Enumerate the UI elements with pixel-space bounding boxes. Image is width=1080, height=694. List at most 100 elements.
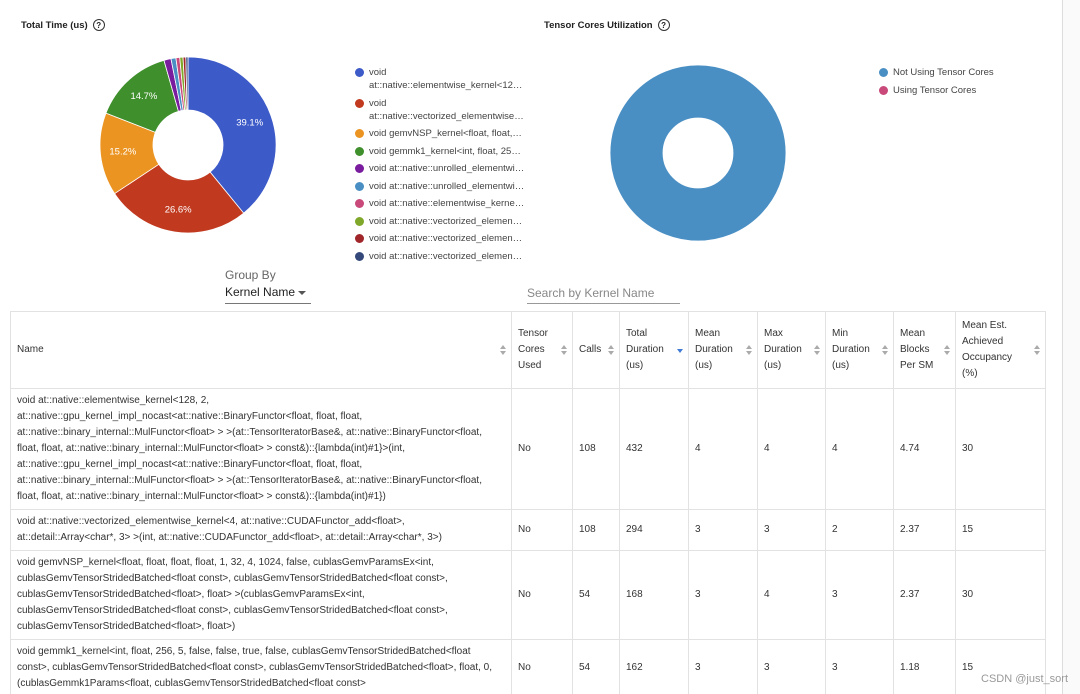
legend-item[interactable]: void at::native::unrolled_elementwi… xyxy=(355,162,534,175)
pie-slice xyxy=(185,56,189,111)
table-cell: 108 xyxy=(572,509,620,551)
column-header[interactable]: Mean Blocks Per SM xyxy=(893,311,956,389)
legend-label: void at::native::vectorized_elemen… xyxy=(369,215,523,227)
column-header-label: Max Duration (us) xyxy=(764,328,802,371)
table-cell: 2.37 xyxy=(893,509,956,551)
legend-item[interactable]: void at::native::elementwise_kernel<12… xyxy=(355,66,534,92)
table-row[interactable]: void at::native::elementwise_kernel<128,… xyxy=(10,388,1046,510)
column-header-label: Mean Blocks Per SM xyxy=(900,328,934,371)
watermark: CSDN @just_sort xyxy=(981,673,1068,685)
slice-label: 15.2% xyxy=(109,146,136,157)
table-row[interactable]: void at::native::vectorized_elementwise_… xyxy=(10,509,1046,551)
legend-item[interactable]: Not Using Tensor Cores xyxy=(879,66,1080,79)
table-cell: 54 xyxy=(572,639,620,694)
column-header[interactable]: Min Duration (us) xyxy=(825,311,894,389)
table-cell: 3 xyxy=(688,509,758,551)
table-cell: 108 xyxy=(572,388,620,510)
table-row[interactable]: void gemmk1_kernel<int, float, 256, 5, f… xyxy=(10,639,1046,694)
legend-label: Not Using Tensor Cores xyxy=(893,67,994,78)
pie-slice xyxy=(187,56,277,214)
table-cell: 294 xyxy=(619,509,689,551)
legend-item[interactable]: void at::native::unrolled_elementwi… xyxy=(355,180,534,193)
table-cell: 3 xyxy=(825,550,894,640)
table-cell: No xyxy=(511,550,573,640)
table-cell: void gemvNSP_kernel<float, float, float,… xyxy=(10,550,512,640)
charts: 39.1% 26.6% 15.2% 14.7% xyxy=(99,56,787,242)
legend: void at::native::elementwise_kernel<12…v… xyxy=(355,66,534,267)
column-header-label: Mean Duration (us) xyxy=(695,328,733,371)
table-cell: 30 xyxy=(955,388,1046,510)
sort-icon[interactable] xyxy=(1034,345,1040,355)
sort-icon[interactable] xyxy=(561,345,567,355)
legend-item[interactable]: Using Tensor Cores xyxy=(879,84,1080,97)
legend-label: void at::native::elementwise_kerne… xyxy=(369,198,525,209)
legend-item[interactable]: void gemmk1_kernel<int, float, 25… xyxy=(355,145,534,158)
column-header[interactable]: Name xyxy=(10,311,512,389)
legend-swatch xyxy=(879,85,888,95)
sort-icon[interactable] xyxy=(882,345,888,355)
legend-swatch xyxy=(355,216,364,226)
group-by-select[interactable]: Kernel Name xyxy=(225,285,311,304)
help-icon[interactable]: ? xyxy=(657,19,670,31)
chart-title-box: Tensor Cores Utilization? xyxy=(544,19,670,31)
column-header[interactable]: Tensor Cores Used xyxy=(511,311,573,389)
table-cell: No xyxy=(511,388,573,510)
legend-item[interactable]: void at::native::vectorized_elementwise… xyxy=(355,97,534,123)
search-input[interactable]: Search by Kernel Name xyxy=(527,286,680,304)
table-cell: 3 xyxy=(688,550,758,640)
legend-label: void at::native::vectorized_elemen… xyxy=(369,250,523,262)
column-header[interactable]: Total Duration (us) xyxy=(619,311,689,389)
legend-swatch xyxy=(355,234,364,243)
legend-item[interactable]: void at::native::vectorized_elemen… xyxy=(355,215,534,228)
legend-label: void gemmk1_kernel<int, float, 25… xyxy=(369,145,521,157)
legend-label: void at::native::unrolled_elementwi… xyxy=(369,163,525,174)
legend-item[interactable]: void at::native::vectorized_elemen… xyxy=(355,250,534,263)
group-by-label: Group By xyxy=(225,268,276,282)
legend-swatch xyxy=(355,68,364,77)
legend-item[interactable]: void at::native::vectorized_elemen… xyxy=(355,232,534,245)
table-cell: 3 xyxy=(688,639,758,694)
table-cell: 3 xyxy=(757,509,826,551)
table-cell: 3 xyxy=(825,639,894,694)
slice-label: 26.6% xyxy=(165,204,192,215)
chart-title: Total Time (us) xyxy=(21,19,88,31)
table-cell: 2 xyxy=(825,509,894,551)
column-header[interactable]: Max Duration (us) xyxy=(757,311,826,389)
help-icon[interactable]: ? xyxy=(92,19,105,31)
table-cell: 1.18 xyxy=(893,639,956,694)
header-row: Name Tensor Cores Used Calls Total Duration… xyxy=(10,311,1046,389)
column-header-label: Total Duration (us) xyxy=(626,328,664,371)
scrollbar[interactable] xyxy=(1062,0,1080,694)
legend-swatch xyxy=(879,68,888,77)
table-cell: 168 xyxy=(619,550,689,640)
kernel-table: Name Tensor Cores Used Calls Total Duration… xyxy=(10,311,1046,694)
sort-icon[interactable] xyxy=(746,345,752,355)
sort-icon[interactable] xyxy=(814,345,820,355)
legend-swatch xyxy=(355,146,364,156)
legend-label: void at::native::elementwise_kernel<12… xyxy=(369,67,523,91)
column-header-label: Name xyxy=(17,344,44,355)
column-header-label: Mean Est. Achieved Occupancy (%) xyxy=(962,320,1013,379)
column-header[interactable]: Calls xyxy=(572,311,620,389)
sort-icon[interactable] xyxy=(608,345,614,355)
table-cell: 162 xyxy=(619,639,689,694)
column-header-label: Tensor Cores Used xyxy=(518,328,549,371)
table-cell: 30 xyxy=(955,550,1046,640)
sort-icon[interactable] xyxy=(677,345,683,355)
sort-icon[interactable] xyxy=(944,345,950,355)
legend-item[interactable]: void at::native::elementwise_kerne… xyxy=(355,197,534,210)
sort-icon[interactable] xyxy=(500,345,506,355)
legend-item[interactable]: void gemvNSP_kernel<float, float,… xyxy=(355,127,534,140)
legend-swatch xyxy=(355,129,364,138)
column-header[interactable]: Mean Duration (us) xyxy=(688,311,758,389)
chart-title-box: Total Time (us)? xyxy=(21,19,105,31)
table-row[interactable]: void gemvNSP_kernel<float, float, float,… xyxy=(10,550,1046,640)
table-cell: 15 xyxy=(955,639,1046,694)
table-body: void at::native::elementwise_kernel<128,… xyxy=(10,388,1046,694)
column-header-label: Min Duration (us) xyxy=(832,328,870,371)
table-cell: 15 xyxy=(955,509,1046,551)
legend-label: Using Tensor Cores xyxy=(893,84,977,96)
column-header[interactable]: Mean Est. Achieved Occupancy (%) xyxy=(955,311,1046,389)
table-cell: No xyxy=(511,639,573,694)
table-cell: 3 xyxy=(757,639,826,694)
